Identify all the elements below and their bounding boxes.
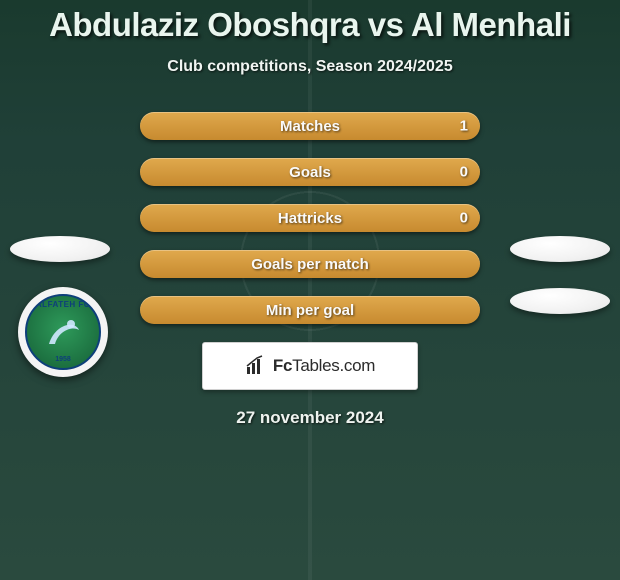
club-badge-top-text: ALFATEH FC — [27, 300, 99, 309]
page-subtitle: Club competitions, Season 2024/2025 — [167, 58, 452, 76]
stat-value: 0 — [460, 164, 468, 181]
page-title: Abdulaziz Oboshqra vs Al Menhali — [49, 6, 571, 44]
stat-label: Min per goal — [266, 302, 354, 319]
stat-bar-matches: Matches 1 — [140, 112, 480, 140]
stat-value: 0 — [460, 210, 468, 227]
right-blob-1 — [510, 236, 610, 262]
brand-text-bold: Fc — [273, 356, 292, 375]
infographic-container: Abdulaziz Oboshqra vs Al Menhali Club co… — [0, 0, 620, 580]
brand-text-rest: Tables.com — [292, 356, 375, 375]
date-text: 27 november 2024 — [236, 408, 383, 428]
left-blob-1 — [10, 236, 110, 262]
stat-label: Goals per match — [251, 256, 369, 273]
stat-bar-hattricks: Hattricks 0 — [140, 204, 480, 232]
stat-value: 1 — [460, 118, 468, 135]
club-badge-swoosh-icon — [41, 310, 85, 354]
club-badge: ALFATEH FC 1958 — [18, 287, 108, 377]
stat-label: Goals — [289, 164, 331, 181]
club-badge-inner: ALFATEH FC 1958 — [25, 294, 101, 370]
stat-bar-min-per-goal: Min per goal — [140, 296, 480, 324]
stat-bar-goals: Goals 0 — [140, 158, 480, 186]
brand-text: FcTables.com — [273, 356, 375, 376]
right-blob-2 — [510, 288, 610, 314]
club-badge-bottom-text: 1958 — [27, 356, 99, 363]
stat-label: Hattricks — [278, 210, 342, 227]
stats-list: ALFATEH FC 1958 Matches 1 Goals 0 Hattri… — [0, 112, 620, 324]
stat-bar-goals-per-match: Goals per match — [140, 250, 480, 278]
stat-label: Matches — [280, 118, 340, 135]
brand-bars-icon — [245, 355, 267, 377]
brand-box: FcTables.com — [202, 342, 418, 390]
